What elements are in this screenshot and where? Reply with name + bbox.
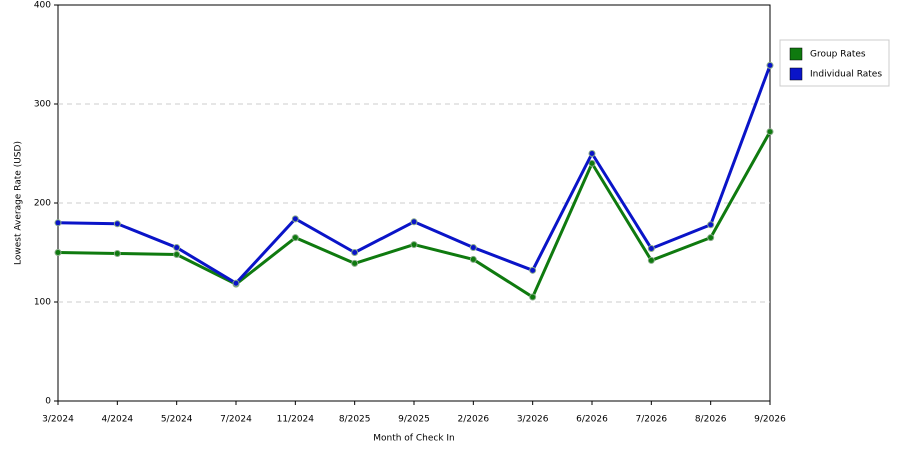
x-tick-label: 7/2024	[220, 415, 252, 425]
x-axis-label: Month of Check In	[373, 434, 455, 444]
data-point	[291, 215, 299, 223]
legend-swatch	[789, 47, 803, 61]
y-tick-label: 300	[34, 100, 51, 110]
legend-label: Group Rates	[810, 50, 866, 60]
data-point	[588, 159, 596, 167]
x-tick-label: 7/2026	[635, 415, 667, 425]
y-tick-label: 0	[45, 397, 51, 407]
legend-label: Individual Rates	[810, 70, 882, 80]
x-tick-label: 8/2026	[695, 415, 727, 425]
data-point	[529, 293, 537, 301]
data-point	[351, 259, 359, 267]
data-point	[647, 256, 655, 264]
y-tick-label: 200	[34, 199, 51, 209]
data-point	[113, 220, 121, 228]
data-point	[54, 219, 62, 227]
data-point	[410, 218, 418, 226]
data-point	[113, 249, 121, 257]
data-point	[588, 150, 596, 157]
y-tick-label: 400	[34, 1, 51, 11]
x-tick-label: 4/2024	[101, 415, 133, 425]
x-tick-label: 6/2026	[576, 415, 608, 425]
x-tick-label: 11/2024	[277, 415, 315, 425]
data-point	[707, 234, 715, 242]
data-point	[766, 128, 774, 136]
x-tick-label: 8/2025	[339, 415, 371, 425]
data-point	[54, 249, 62, 256]
data-point	[766, 61, 774, 69]
data-point	[232, 279, 240, 287]
x-tick-label: 9/2025	[398, 415, 430, 425]
x-tick-label: 3/2024	[42, 415, 74, 425]
data-point	[529, 266, 537, 274]
x-tick-label: 5/2024	[161, 415, 193, 425]
x-tick-label: 3/2026	[517, 415, 549, 425]
data-point	[469, 255, 477, 263]
y-tick-label: 100	[34, 298, 51, 308]
x-tick-label: 2/2026	[457, 415, 489, 425]
data-point	[707, 221, 715, 229]
data-point	[351, 249, 359, 256]
data-point	[410, 241, 418, 249]
data-point	[291, 234, 299, 242]
y-axis-label: Lowest Average Rate (USD)	[14, 141, 24, 265]
data-point	[173, 250, 181, 258]
data-point	[173, 244, 181, 252]
x-tick-label: 9/2026	[754, 415, 786, 425]
legend-swatch	[789, 67, 803, 81]
data-point	[469, 244, 477, 252]
data-point	[647, 245, 655, 253]
